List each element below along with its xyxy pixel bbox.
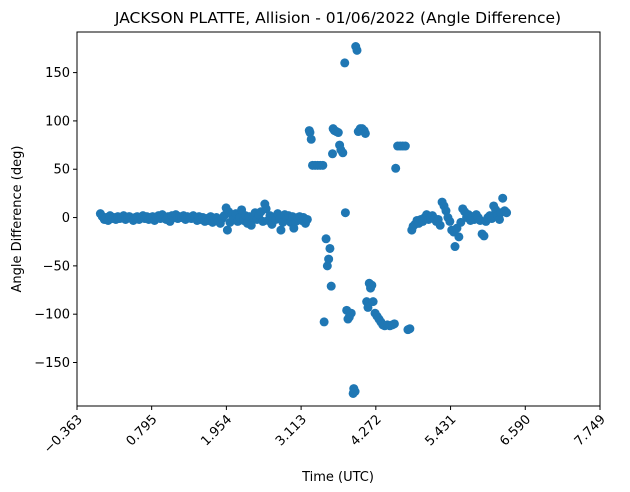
data-point [222, 225, 232, 235]
y-tick-label: −150 [34, 356, 70, 371]
y-axis-label: Angle Difference (deg) [10, 146, 25, 293]
data-point [445, 216, 455, 226]
y-tick-label: 50 [53, 163, 70, 178]
data-point [289, 223, 299, 233]
data-point [389, 319, 399, 329]
data-point [441, 206, 451, 216]
data-point [435, 220, 445, 230]
data-point [328, 149, 337, 159]
data-point [363, 302, 373, 312]
data-point [324, 254, 334, 264]
data-point [391, 163, 401, 173]
data-point [367, 280, 377, 290]
data-point [454, 232, 464, 242]
data-point [333, 128, 343, 138]
data-point [325, 243, 335, 253]
y-tick-label: 150 [45, 66, 70, 81]
plot-area-frame [76, 31, 601, 407]
data-point [318, 160, 328, 170]
data-point [319, 317, 329, 327]
data-point [321, 234, 331, 244]
data-point [400, 141, 410, 151]
data-point [322, 261, 332, 271]
data-point [360, 128, 370, 138]
data-point [276, 225, 286, 235]
data-point [302, 214, 312, 224]
data-point [305, 128, 315, 138]
y-tick-label: 100 [45, 114, 70, 129]
y-tick-label: −100 [34, 308, 70, 323]
data-point [350, 387, 360, 396]
data-point [340, 208, 350, 218]
data-point [352, 45, 362, 55]
data-point [479, 231, 489, 241]
y-axis-ticks: −150 −100 −50 0 50 100 150 [34, 66, 77, 371]
data-point [368, 297, 378, 307]
data-point [498, 193, 508, 203]
y-tick-label: 0 [62, 211, 70, 226]
data-point [450, 242, 460, 252]
data-point [326, 281, 336, 291]
data-point [494, 214, 504, 224]
chart-title: JACKSON PLATTE, Allision - 01/06/2022 (A… [114, 9, 561, 27]
data-points [95, 42, 512, 398]
data-point [261, 204, 271, 214]
y-tick-label: −50 [43, 259, 70, 274]
data-point [338, 148, 348, 158]
data-point [346, 308, 356, 318]
data-point [405, 324, 415, 334]
data-point [306, 134, 316, 144]
data-point [502, 208, 512, 218]
x-axis-label: Time (UTC) [301, 470, 374, 485]
data-point [340, 58, 350, 68]
data-point [246, 220, 256, 230]
